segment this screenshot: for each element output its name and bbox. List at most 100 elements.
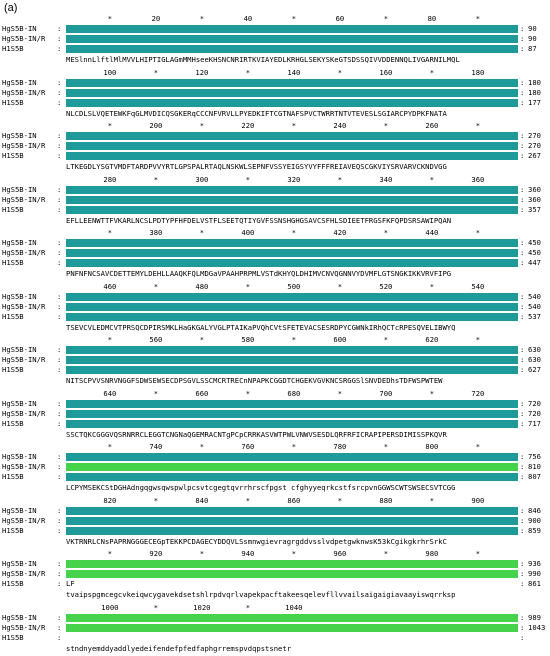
sequence-row: HgS5B-IN/R::540 — [0, 302, 550, 312]
sequence-name: H1S5B — [2, 151, 52, 161]
separator: : — [57, 141, 61, 151]
ruler-tick-label: * — [200, 442, 204, 451]
sequence-name: HgS5B-IN — [2, 78, 52, 88]
ruler-tick-label: 780 — [333, 442, 346, 451]
consensus-line: LTKEGDLYSGTVMDFTARDPVVYRTLGPSPALRTAQLNSK… — [66, 162, 447, 172]
sequence-row: HgS5B-IN::270 — [0, 131, 550, 141]
sequence-row: H1S5B::87 — [0, 44, 550, 54]
consensus-line: MESlnnLlftlMlMVVLHIPTIGLAGmMMHseeKHSNCNR… — [66, 55, 460, 65]
sequence-row: HgS5B-IN::180 — [0, 78, 550, 88]
ruler-tick-label: 700 — [379, 389, 392, 398]
sequence-end-position: 90 — [528, 24, 537, 34]
sequence-name: HgS5B-IN — [2, 238, 52, 248]
separator: : — [57, 409, 61, 419]
ruler-tick-label: * — [246, 68, 250, 77]
sequence-end-position: 900 — [528, 516, 541, 526]
ruler-tick-label: * — [476, 442, 480, 451]
separator: : — [57, 292, 61, 302]
ruler-tick-label: 40 — [244, 14, 253, 23]
separator: : — [57, 559, 61, 569]
ruler-tick-label: 580 — [241, 335, 254, 344]
separator: : — [520, 131, 524, 141]
sequence-bar — [66, 89, 518, 97]
sequence-end-position: 989 — [528, 613, 541, 623]
position-ruler: 1000*1020*1040 — [0, 603, 550, 613]
sequence-name: H1S5B — [2, 258, 52, 268]
sequence-bar — [66, 346, 518, 354]
ruler-tick-label: 960 — [333, 549, 346, 558]
sequence-name: H1S5B — [2, 633, 52, 643]
ruler-tick-label: * — [154, 389, 158, 398]
sequence-name: HgS5B-IN/R — [2, 302, 52, 312]
separator: : — [520, 623, 524, 633]
sequence-bar — [66, 507, 518, 515]
separator: : — [520, 78, 524, 88]
sequence-bar — [66, 420, 518, 428]
sequence-end-position: 450 — [528, 248, 541, 258]
separator: : — [57, 613, 61, 623]
sequence-bar — [66, 45, 518, 53]
sequence-row: H1S5B:LF:861 — [0, 579, 550, 589]
ruler-tick-label: * — [338, 282, 342, 291]
sequence-name: HgS5B-IN — [2, 292, 52, 302]
sequence-bar — [66, 453, 518, 461]
separator: : — [57, 355, 61, 365]
ruler-tick-label: * — [338, 389, 342, 398]
sequence-bar — [66, 99, 518, 107]
sequence-bar — [66, 634, 518, 642]
separator: : — [57, 248, 61, 258]
separator: : — [520, 195, 524, 205]
separator: : — [57, 151, 61, 161]
separator: : — [520, 238, 524, 248]
sequence-name: HgS5B-IN/R — [2, 409, 52, 419]
sequence-bar — [66, 527, 518, 535]
sequence-bar — [66, 570, 518, 578]
sequence-bar — [66, 132, 518, 140]
position-ruler: *560*580*600*620* — [0, 335, 550, 345]
separator: : — [520, 506, 524, 516]
sequence-end-position: 859 — [528, 526, 541, 536]
separator: : — [57, 472, 61, 482]
ruler-tick-label: * — [338, 496, 342, 505]
sequence-end-position: 180 — [528, 88, 541, 98]
ruler-tick-label: * — [246, 603, 250, 612]
sequence-end-position: 717 — [528, 419, 541, 429]
separator: : — [520, 559, 524, 569]
ruler-tick-label: * — [384, 442, 388, 451]
separator: : — [57, 34, 61, 44]
position-ruler: *740*760*780*800* — [0, 442, 550, 452]
separator: : — [520, 516, 524, 526]
ruler-tick-label: 1020 — [193, 603, 210, 612]
separator: : — [57, 452, 61, 462]
sequence-end-position: 360 — [528, 185, 541, 195]
separator: : — [57, 258, 61, 268]
sequence-bar — [66, 473, 518, 481]
sequence-bar — [66, 142, 518, 150]
ruler-tick-label: 860 — [287, 496, 300, 505]
sequence-end-position: 990 — [528, 569, 541, 579]
sequence-name: HgS5B-IN/R — [2, 569, 52, 579]
sequence-row: H1S5B::177 — [0, 98, 550, 108]
separator: : — [57, 462, 61, 472]
ruler-tick-label: 300 — [195, 175, 208, 184]
sequence-name: H1S5B — [2, 98, 52, 108]
consensus-line: SSCTQKCGGGVQSRNRRCLEGGTCNGNaQGEMRACNTgPC… — [66, 430, 447, 440]
sequence-row: HgS5B-IN/R::360 — [0, 195, 550, 205]
sequence-row: H1S5B::447 — [0, 258, 550, 268]
separator: : — [57, 88, 61, 98]
sequence-bar — [66, 35, 518, 43]
separator: : — [520, 613, 524, 623]
sequence-row: HgS5B-IN/R::270 — [0, 141, 550, 151]
ruler-tick-label: * — [292, 549, 296, 558]
sequence-name: HgS5B-IN — [2, 345, 52, 355]
sequence-row: HgS5B-IN::450 — [0, 238, 550, 248]
ruler-tick-label: * — [246, 496, 250, 505]
sequence-name: H1S5B — [2, 472, 52, 482]
ruler-tick-label: * — [476, 121, 480, 130]
ruler-tick-label: 380 — [149, 228, 162, 237]
sequence-bar — [66, 206, 518, 214]
